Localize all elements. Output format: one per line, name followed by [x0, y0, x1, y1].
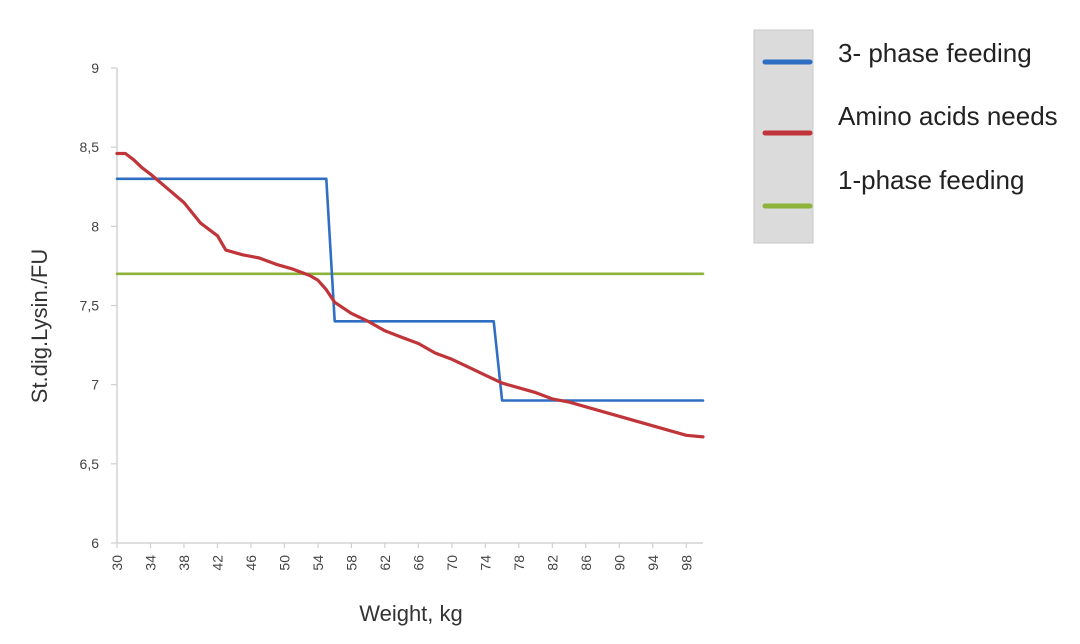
y-tick-label: 6,5 — [80, 456, 100, 472]
x-tick-label: 70 — [444, 555, 460, 571]
series-line-2 — [115, 151, 705, 439]
legend: 3- phase feeding Amino acids needs 1-phase… — [753, 29, 1058, 244]
x-tick-label: 94 — [645, 555, 661, 571]
y-tick-label: 7,5 — [80, 298, 100, 314]
x-axis-title: Weight, kg — [359, 601, 463, 626]
x-tick-label: 62 — [377, 555, 393, 571]
x-tick-label: 38 — [176, 555, 192, 571]
y-axis-title: St.dig.Lysin./FU — [27, 249, 52, 403]
series — [115, 151, 705, 439]
x-tick-label: 74 — [477, 555, 493, 571]
x-ticks: 30 34 38 42 46 50 54 58 62 66 70 74 78 82 86 90 94 98 — [109, 543, 694, 571]
legend-label-3: 1-phase feeding — [838, 165, 1024, 195]
legend-label-1: 3- phase feeding — [838, 38, 1032, 68]
x-tick-label: 34 — [142, 555, 158, 571]
series-line-1 — [115, 177, 705, 402]
x-tick-label: 98 — [678, 555, 694, 571]
x-tick-label: 58 — [343, 555, 359, 571]
y-tick-label: 8 — [91, 218, 99, 234]
x-tick-label: 90 — [611, 555, 627, 571]
x-tick-label: 42 — [209, 555, 225, 571]
y-tick-label: 7 — [91, 377, 99, 393]
y-tick-label: 6 — [91, 535, 99, 551]
x-tick-label: 86 — [578, 555, 594, 571]
x-tick-label: 82 — [544, 555, 560, 571]
x-tick-label: 54 — [310, 555, 326, 571]
x-tick-label: 30 — [109, 555, 125, 571]
x-tick-label: 66 — [410, 555, 426, 571]
x-tick-label: 78 — [511, 555, 527, 571]
axes: 6 6,5 7 7,5 8 8,5 9 30 34 38 42 46 50 54 58 62 66 70 74 78… — [27, 60, 703, 626]
x-tick-label: 46 — [243, 555, 259, 571]
legend-label-2: Amino acids needs — [838, 101, 1058, 131]
x-tick-label: 50 — [276, 555, 292, 571]
y-ticks: 6 6,5 7 7,5 8 8,5 9 — [80, 60, 117, 551]
y-tick-label: 8,5 — [80, 139, 100, 155]
y-tick-label: 9 — [91, 60, 99, 76]
